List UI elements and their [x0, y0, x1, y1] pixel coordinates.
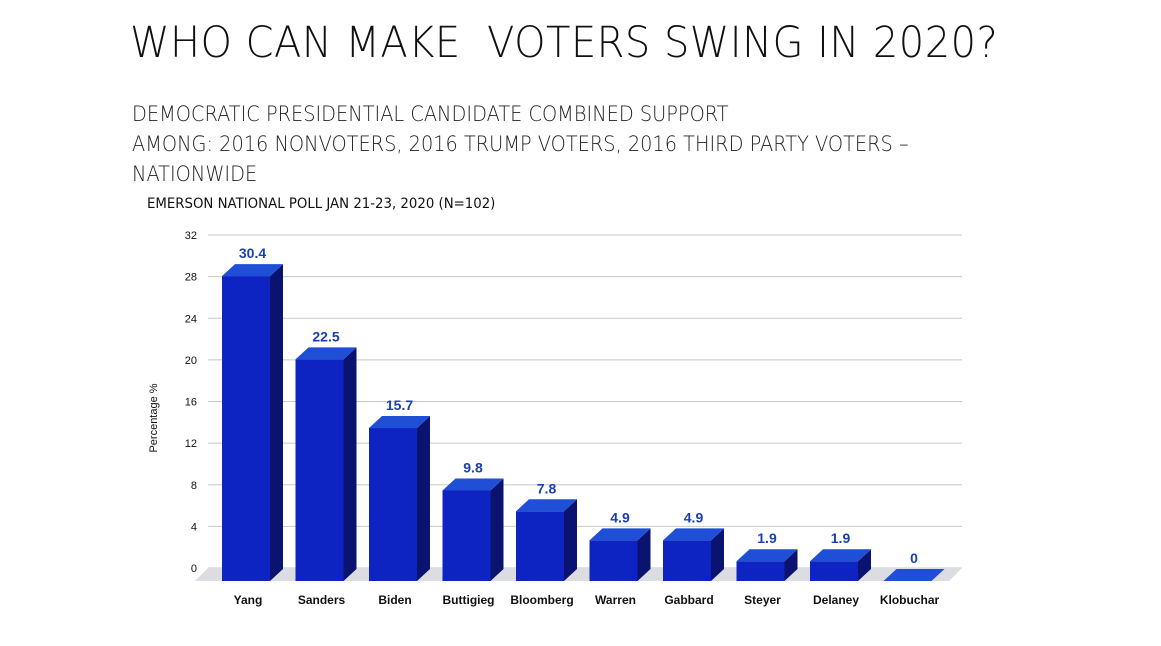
subtitle-line-2: AMONG: 2016 NONVOTERS, 2016 TRUMP VOTERS… — [132, 132, 909, 156]
bar-front — [589, 540, 638, 581]
data-label: 4.9 — [684, 509, 704, 525]
bar — [883, 569, 945, 581]
data-label: 0 — [910, 550, 918, 566]
x-tick-label: Warren — [595, 593, 636, 607]
bar-side — [343, 347, 357, 581]
data-label: 4.9 — [610, 509, 630, 525]
x-tick-label: Yang — [234, 593, 263, 607]
x-tick-label: Klobuchar — [880, 593, 940, 607]
y-axis-ticks: 0 4 8 12 16 20 24 28 32 — [185, 230, 197, 575]
bar-top — [442, 478, 504, 491]
bar-front — [663, 540, 711, 581]
data-label: 1.9 — [757, 530, 777, 546]
bar-side — [270, 264, 283, 581]
x-tick-label: Delaney — [813, 593, 859, 607]
y-tick-label: 20 — [185, 355, 197, 367]
x-tick-label: Steyer — [744, 593, 781, 607]
x-tick-label: Sanders — [298, 593, 346, 607]
bar — [442, 478, 504, 581]
bar-front — [516, 511, 564, 581]
bar-top — [589, 528, 651, 541]
bar-top — [663, 528, 724, 541]
bar-side — [417, 416, 430, 581]
bar-front — [369, 428, 417, 581]
bar — [295, 347, 357, 581]
bar-front — [810, 561, 858, 581]
bar — [810, 549, 871, 581]
bar-top — [516, 499, 577, 512]
y-axis-label: Percentage % — [148, 383, 160, 452]
bar — [369, 416, 430, 581]
bar-front — [295, 359, 344, 581]
bar-side — [784, 549, 798, 581]
source-note: EMERSON NATIONAL POLL JAN 21-23, 2020 (N… — [147, 196, 496, 212]
bar-side — [711, 528, 724, 581]
subtitle-line-3: NATIONWIDE — [132, 162, 258, 186]
x-tick-label: Buttigieg — [443, 593, 495, 607]
page-title: WHO CAN MAKE VOTERS SWING IN 2020? — [130, 18, 999, 68]
y-tick-label: 4 — [191, 521, 197, 533]
y-tick-label: 24 — [185, 313, 197, 325]
data-label: 30.4 — [239, 245, 266, 261]
bar-top — [810, 549, 871, 562]
bars — [222, 264, 945, 581]
bar-top — [295, 347, 357, 360]
y-tick-label: 12 — [185, 438, 197, 450]
bar-front — [736, 561, 785, 581]
bar-top — [369, 416, 430, 429]
bar-side — [858, 549, 871, 581]
data-label: 1.9 — [831, 530, 851, 546]
bar-front — [442, 490, 491, 581]
data-label: 15.7 — [386, 397, 413, 413]
y-tick-label: 16 — [185, 397, 197, 409]
y-tick-label: 28 — [185, 272, 197, 284]
x-tick-label: Bloomberg — [510, 593, 573, 607]
subtitle: DEMOCRATIC PRESIDENTIAL CANDIDATE COMBIN… — [132, 99, 960, 189]
bar-side — [637, 528, 651, 581]
bar — [222, 264, 283, 581]
bar — [663, 528, 724, 581]
data-label: 22.5 — [312, 328, 339, 344]
bar-top — [736, 549, 798, 562]
bar — [516, 499, 577, 581]
y-tick-label: 0 — [191, 563, 197, 575]
bar — [736, 549, 798, 581]
bar-side — [490, 478, 504, 581]
bar-top — [222, 264, 283, 277]
x-tick-label: Gabbard — [664, 593, 713, 607]
y-tick-label: 32 — [185, 230, 197, 242]
data-label: 9.8 — [463, 459, 483, 475]
subtitle-line-1: DEMOCRATIC PRESIDENTIAL CANDIDATE COMBIN… — [132, 102, 729, 126]
x-tick-label: Biden — [378, 593, 411, 607]
bar-top — [883, 569, 945, 581]
data-labels: 30.4 22.5 15.7 9.8 7.8 4.9 4.9 1.9 1.9 0 — [239, 245, 918, 566]
data-label: 7.8 — [537, 480, 557, 496]
x-axis-ticks: Yang Sanders Biden Buttigieg Bloomberg Warren… — [234, 593, 940, 607]
bar — [589, 528, 651, 581]
y-tick-label: 8 — [191, 480, 197, 492]
bar-side — [564, 499, 577, 581]
bar-front — [222, 276, 270, 581]
